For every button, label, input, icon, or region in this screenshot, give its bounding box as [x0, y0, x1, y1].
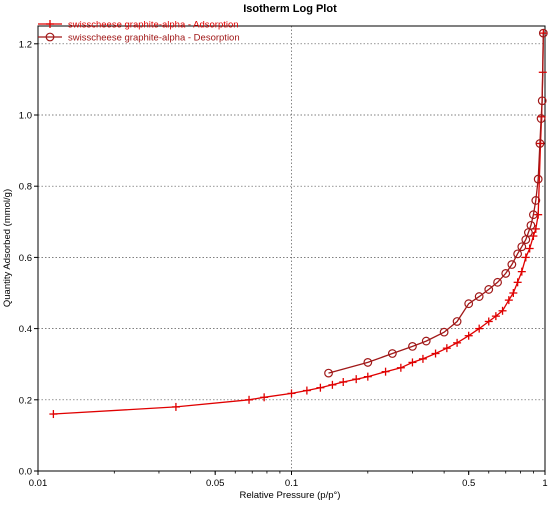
x-tick-label: 0.1	[285, 478, 298, 489]
y-tick-label: 0.8	[19, 182, 32, 193]
data-point-circle	[439, 327, 449, 337]
data-point-plus	[509, 289, 518, 297]
data-point-circle	[387, 349, 397, 358]
legend-item: swisscheese graphite-alpha - Adsorption	[38, 20, 239, 31]
tick-layer: 0.01 0.05 0.1 0.5 1 0.0 0.2 0.4 0.6 0.8 1.0 1.2	[19, 39, 548, 489]
data-point-circle	[531, 196, 541, 205]
grid-layer	[37, 26, 546, 471]
data-point-plus	[46, 20, 54, 28]
data-point-plus	[381, 367, 390, 376]
series-layer	[49, 28, 548, 419]
data-point-circle	[45, 32, 55, 42]
y-axis-label: Quantity Adsorbed (mmol/g)	[2, 189, 13, 307]
x-axis-label: Relative Pressure (p/p°)	[240, 490, 341, 501]
data-point-plus	[363, 372, 372, 381]
data-point-circle	[484, 285, 494, 294]
data-point-plus	[442, 344, 451, 353]
legend-label: swisscheese graphite-alpha - Adsorption	[68, 20, 239, 31]
data-point-circle	[363, 358, 373, 367]
legend-label: swisscheese graphite-alpha - Desorption	[68, 33, 240, 44]
data-point-plus	[339, 378, 348, 386]
data-point-plus	[521, 253, 530, 262]
data-point-plus	[245, 395, 254, 404]
data-point-plus	[396, 363, 405, 372]
data-point-circle	[501, 269, 511, 278]
data-point-plus	[491, 312, 500, 321]
x-tick-label: 1	[542, 478, 547, 489]
data-point-circle	[517, 242, 527, 252]
data-point-circle	[535, 139, 545, 148]
data-point-plus	[431, 349, 440, 358]
data-point-plus	[316, 383, 325, 392]
data-point-plus	[287, 389, 296, 398]
data-point-circle	[513, 249, 523, 259]
data-point-circle	[537, 96, 547, 106]
data-point-plus	[475, 324, 484, 333]
series-adsorption	[49, 29, 548, 419]
data-point-plus	[498, 306, 507, 315]
data-point-plus	[408, 358, 417, 367]
data-point-plus	[464, 331, 473, 340]
data-point-circle	[529, 210, 538, 220]
x-tick-label: 0.01	[29, 478, 48, 489]
y-tick-label: 0.2	[19, 395, 32, 406]
legend-item: swisscheese graphite-alpha - Desorption	[38, 33, 240, 44]
y-tick-label: 0.6	[19, 253, 32, 264]
y-tick-label: 0.0	[19, 467, 32, 478]
data-point-plus	[525, 244, 534, 253]
data-point-plus	[260, 393, 269, 402]
data-point-plus	[418, 354, 427, 363]
series-desorption	[324, 28, 548, 378]
data-point-circle	[521, 235, 531, 245]
data-point-plus	[504, 296, 513, 305]
x-tick-label: 0.5	[462, 478, 475, 489]
data-point-plus	[302, 386, 311, 395]
data-point-circle	[538, 28, 548, 38]
data-point-circle	[507, 260, 517, 269]
data-point-circle	[474, 292, 484, 301]
data-point-plus	[513, 278, 522, 287]
y-tick-label: 1.2	[19, 39, 32, 50]
x-tick-label: 0.05	[206, 478, 225, 489]
data-point-plus	[49, 410, 58, 419]
data-point-circle	[421, 336, 431, 346]
data-point-plus	[328, 380, 337, 389]
data-point-circle	[464, 299, 474, 309]
series-line	[53, 33, 544, 415]
data-point-circle	[493, 277, 502, 287]
data-point-circle	[324, 368, 333, 378]
legend: swisscheese graphite-alpha - Adsorption s…	[38, 20, 240, 44]
series-line	[328, 33, 544, 374]
data-point-circle	[408, 342, 417, 351]
chart-title: Isotherm Log Plot	[243, 3, 337, 15]
data-point-plus	[171, 402, 180, 411]
data-point-circle	[533, 174, 543, 184]
data-point-plus	[453, 338, 462, 347]
data-point-circle	[452, 317, 462, 326]
data-point-plus	[352, 375, 361, 384]
data-point-plus	[484, 317, 493, 326]
data-point-plus	[517, 267, 526, 276]
y-tick-label: 1.0	[19, 111, 32, 122]
data-point-plus	[534, 210, 543, 219]
y-tick-label: 0.4	[19, 324, 32, 335]
data-point-circle	[536, 114, 546, 123]
